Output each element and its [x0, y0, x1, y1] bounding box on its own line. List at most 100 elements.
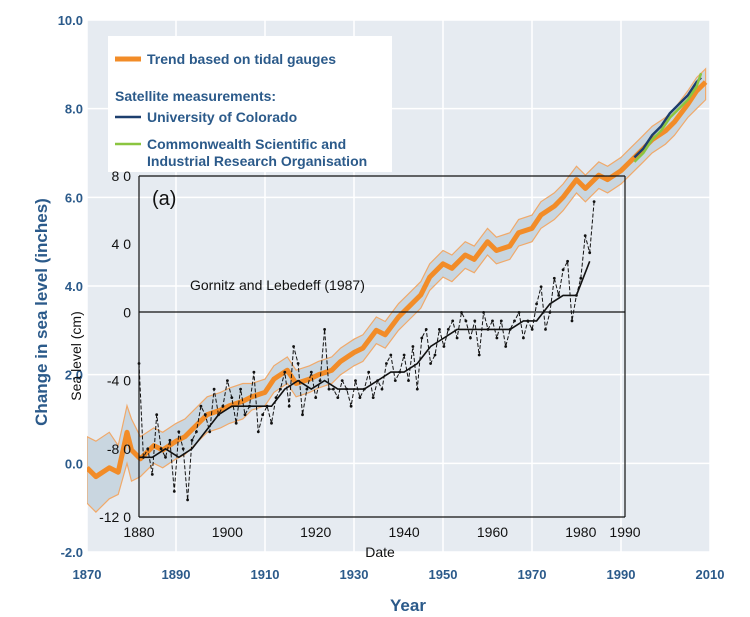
outer-x-tick-label: 1890 — [162, 567, 191, 582]
inset-data-point — [513, 319, 516, 323]
inset-data-point — [327, 387, 331, 391]
outer-y-tick-label: 6.0 — [65, 190, 83, 205]
csiro-line — [633, 72, 703, 163]
inset-data-point — [535, 302, 538, 306]
inset-data-point — [473, 319, 477, 323]
legend-label-csiro-2: Industrial Research Organisation — [147, 153, 367, 169]
inset-data-point — [199, 404, 203, 408]
inset-data-point — [451, 319, 455, 323]
outer-x-tick-label: 1870 — [73, 567, 102, 582]
inset-y-tick-label: -8 0 — [107, 441, 131, 457]
inset-data-point — [371, 396, 375, 399]
inset-data-point — [243, 413, 247, 417]
inset-data-point — [332, 387, 335, 391]
inset-data-point — [482, 311, 485, 314]
inset-data-point — [270, 421, 273, 425]
inset-data-point — [279, 387, 282, 391]
inset-y-tick-label: -4 0 — [107, 373, 131, 389]
inset-data-point — [429, 362, 432, 365]
inset-x-tick-label: 1980 — [565, 524, 596, 540]
inset-data-point — [477, 353, 481, 357]
outer-y-tick-label: 2.0 — [65, 368, 83, 383]
outer-x-tick-label: 2010 — [696, 567, 725, 582]
legend-label-colorado: University of Colorado — [147, 109, 297, 125]
inset-data-point — [221, 404, 225, 408]
inset-data-point — [305, 387, 309, 391]
inset-data-point — [442, 345, 446, 348]
inset-data-point — [190, 438, 194, 442]
inset-y-axis-title: Sea level (cm) — [68, 311, 84, 400]
inset-chart: 8 0 4 0 0 -4 0 -8 0 -12 0 1880 1900 1920 1940 196… — [68, 168, 641, 560]
inset-x-tick-label: 1900 — [212, 524, 243, 540]
inset-data-point — [314, 396, 318, 399]
inset-data-point — [164, 455, 167, 459]
inset-data-point — [203, 413, 207, 417]
inset-data-point — [226, 379, 229, 382]
inset-data-point — [155, 413, 159, 417]
outer-y-axis-title: Change in sea level (inches) — [32, 198, 51, 426]
inset-x-tick-label: 1880 — [123, 524, 154, 540]
inset-data-point — [407, 379, 410, 382]
legend: Trend based on tidal gauges Satellite me… — [108, 36, 392, 172]
inset-data-point — [592, 200, 596, 204]
inset-data-point — [522, 336, 525, 340]
inset-data-point — [433, 353, 437, 357]
inset-data-point — [499, 319, 503, 323]
inset-data-point — [354, 379, 357, 382]
inset-y-tick-label: 4 0 — [112, 236, 132, 252]
outer-y-tick-label: -2.0 — [61, 545, 83, 560]
colorado-line — [633, 76, 702, 159]
outer-y-tick-label: 4.0 — [65, 279, 83, 294]
inset-data-point — [393, 379, 397, 382]
outer-y-tick-labels: -2.0 0.0 2.0 4.0 6.0 8.0 10.0 — [58, 13, 83, 560]
inset-data-point — [424, 328, 428, 331]
inset-data-point — [150, 473, 154, 476]
inset-data-point — [318, 379, 322, 382]
inset-data-point — [146, 447, 150, 451]
outer-y-tick-label: 0.0 — [65, 456, 83, 471]
inset-data-point — [301, 413, 304, 417]
inset-data-point — [256, 430, 260, 434]
inset-annotation: Gornitz and Lebedeff (1987) — [190, 277, 365, 293]
inset-data-point — [239, 387, 243, 391]
inset-y-tick-label: -12 0 — [99, 509, 131, 525]
inset-data-point — [579, 276, 583, 280]
inset-data-point — [402, 353, 406, 357]
outer-x-tick-label: 1910 — [251, 567, 280, 582]
outer-x-tick-label: 1990 — [607, 567, 636, 582]
inset-data-point — [460, 311, 463, 314]
inset-y-tick-label: 8 0 — [112, 168, 132, 184]
inset-data-point — [367, 370, 371, 374]
inset-data-point — [292, 345, 295, 348]
inset-data-point — [296, 362, 300, 365]
inset-data-point — [411, 345, 415, 348]
inset-data-point — [168, 438, 172, 442]
inset-data-point — [195, 430, 198, 434]
inset-x-tick-label: 1960 — [477, 524, 508, 540]
inset-x-tick-label: 1920 — [300, 524, 331, 540]
inset-data-point — [420, 336, 424, 340]
inset-smoothed-line — [139, 261, 591, 459]
inset-data-point — [336, 396, 340, 399]
outer-y-tick-label: 8.0 — [65, 102, 83, 117]
inset-data-point — [252, 370, 256, 374]
inset-x-tick-label: 1940 — [389, 524, 420, 540]
outer-x-tick-label: 1930 — [340, 567, 369, 582]
inset-x-tick-label: 1990 — [609, 524, 640, 540]
inset-data-point — [517, 311, 521, 314]
inset-data-point — [309, 370, 313, 374]
legend-box — [108, 36, 392, 172]
inset-data-point — [438, 328, 441, 331]
inset-data-point — [464, 319, 468, 323]
inset-data-point — [385, 362, 388, 365]
inset-data-point — [530, 328, 534, 331]
outer-x-axis-title: Year — [390, 596, 426, 615]
inset-data-point — [557, 294, 561, 297]
inset-data-point — [283, 370, 287, 374]
inset-annual-dashed-line — [138, 201, 595, 500]
inset-data-point — [380, 387, 384, 391]
inset-data-point — [491, 319, 494, 323]
inset-data-point — [208, 430, 212, 434]
outer-y-tick-label: 10.0 — [58, 13, 83, 28]
